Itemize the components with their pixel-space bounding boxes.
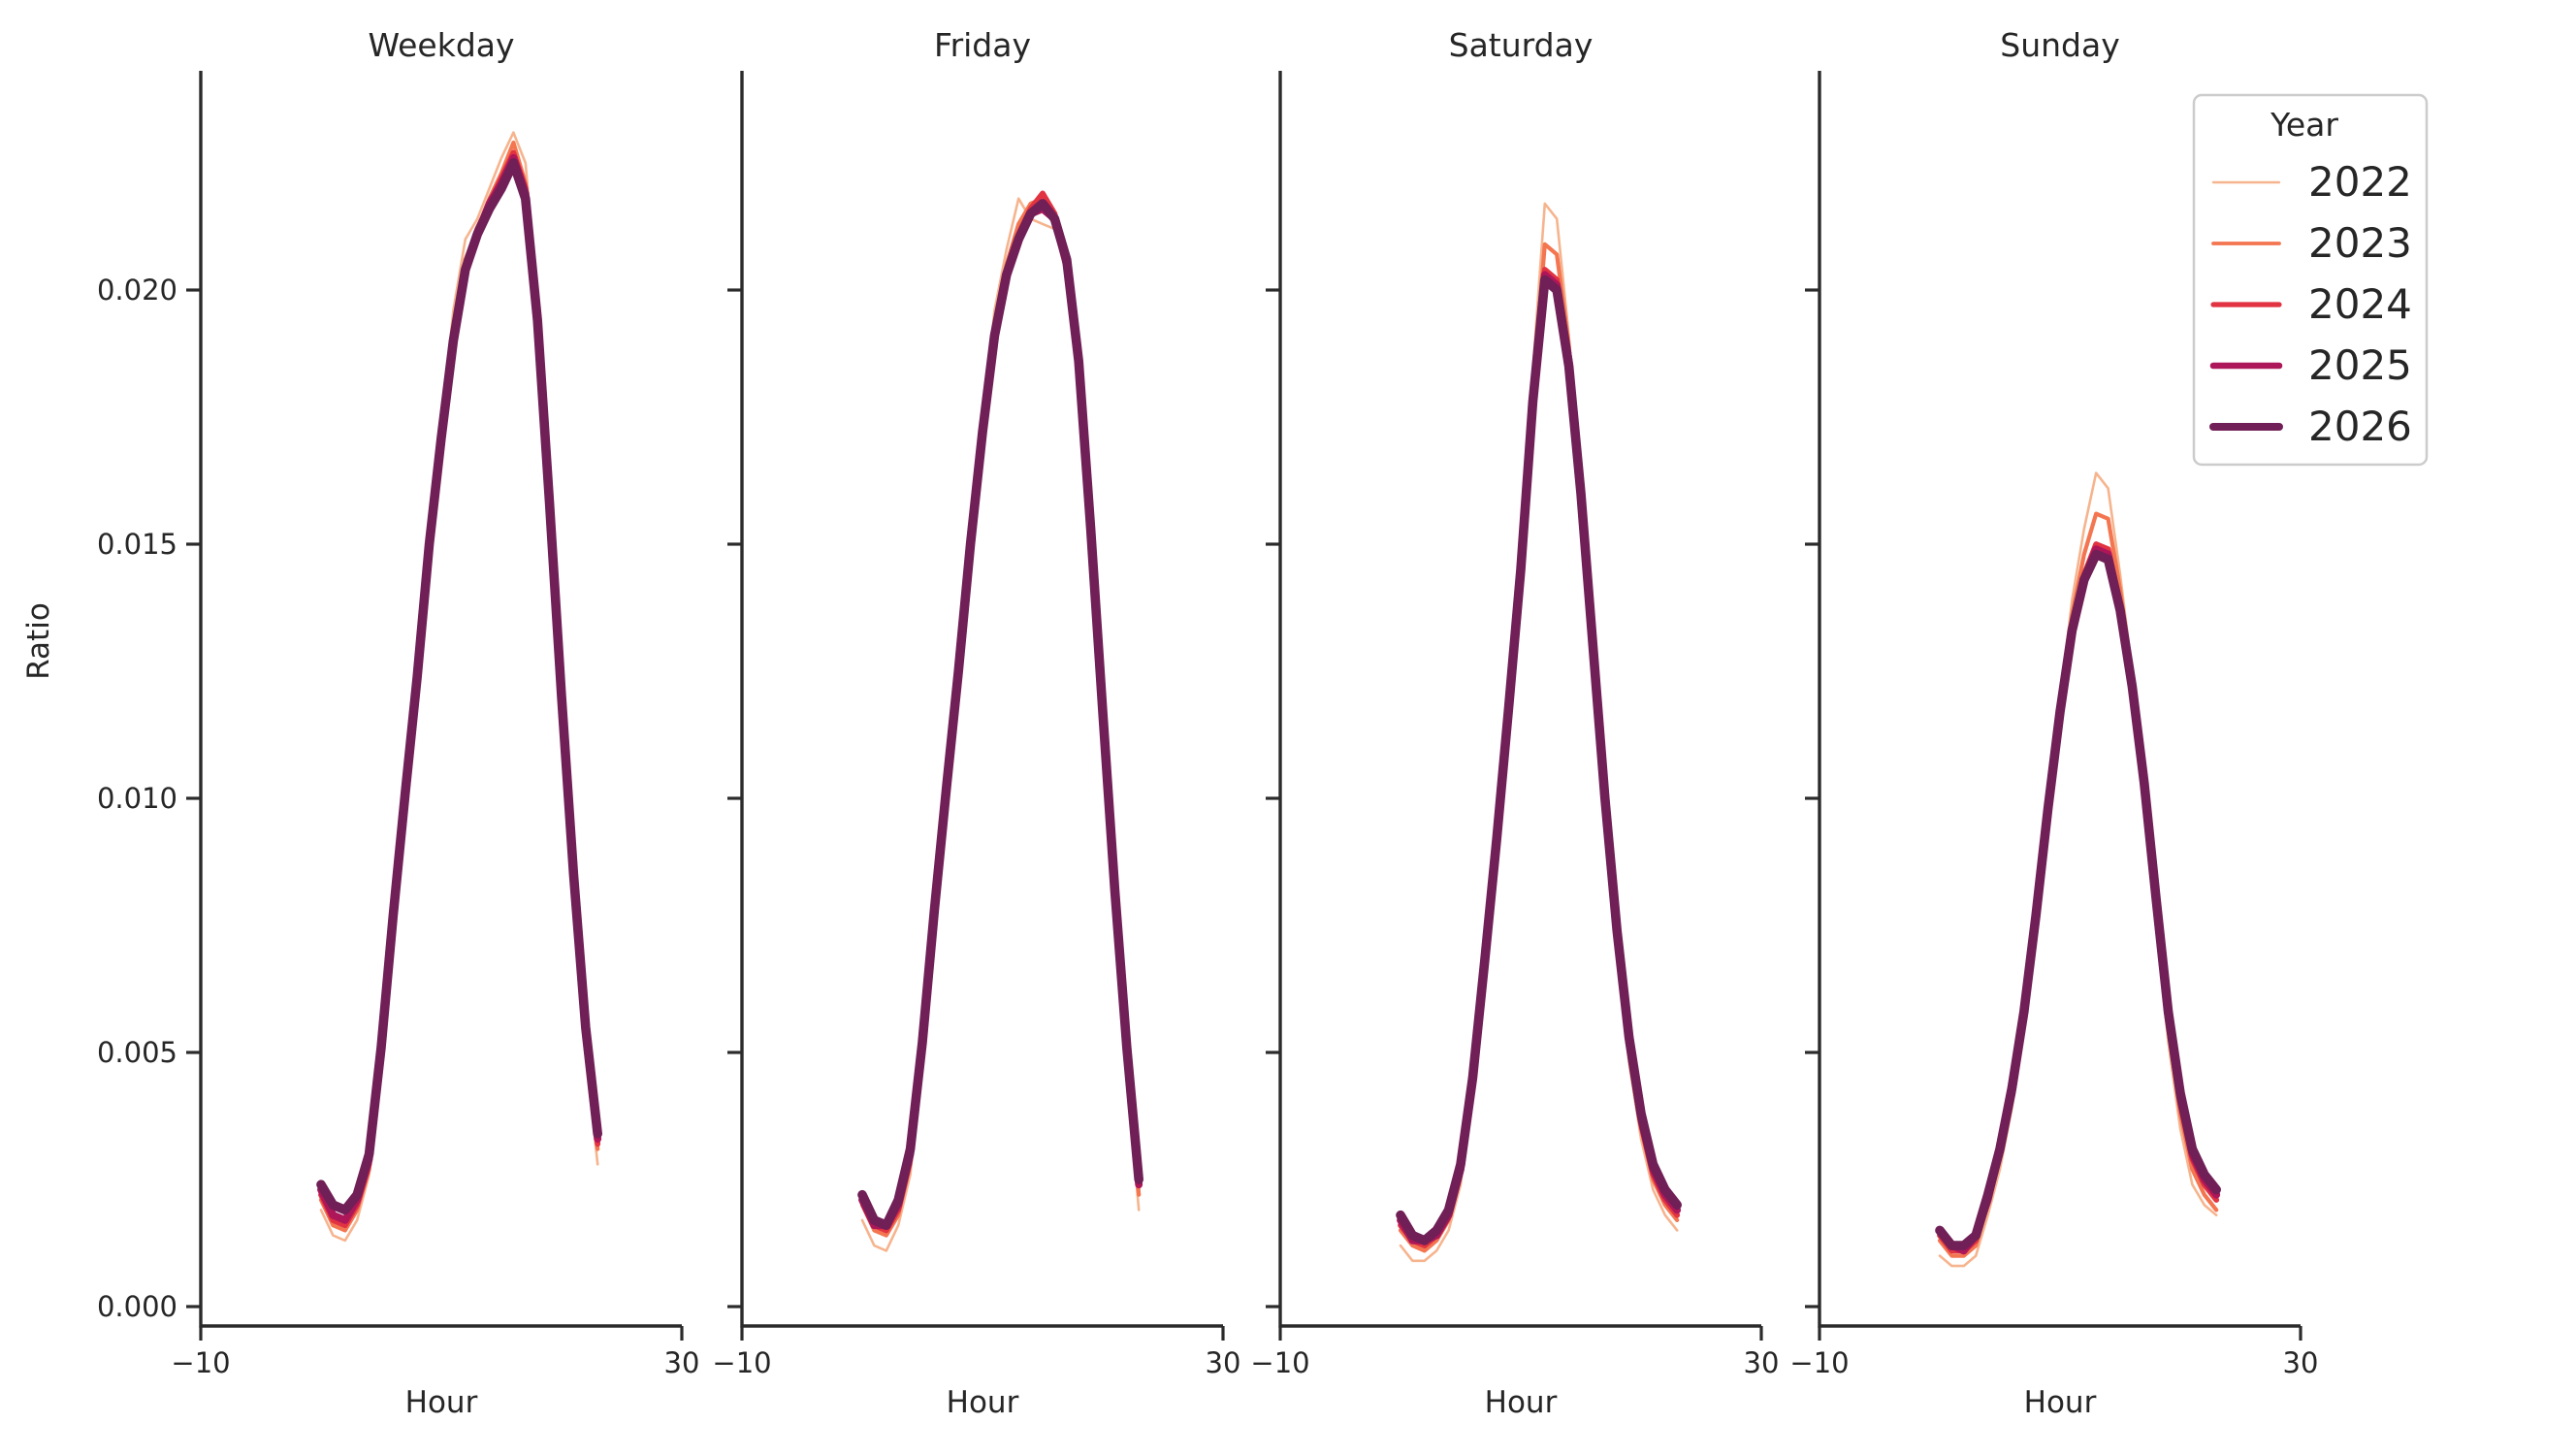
y-tick-label-0005: 0.005	[97, 1036, 177, 1069]
x-tick-label: −10	[712, 1346, 771, 1379]
y-axis-label-ratio: Ratio	[21, 602, 56, 680]
y-tick-label-0015: 0.015	[97, 528, 177, 561]
x-tick-label: −10	[1250, 1346, 1309, 1379]
legend-title: Year	[2270, 106, 2338, 144]
y-tick-label-0020: 0.020	[97, 274, 177, 307]
x-tick-label: 30	[2283, 1346, 2319, 1379]
facet-plot-1	[727, 71, 1225, 1341]
x-axis-label-hour: Hour	[947, 1385, 1019, 1420]
line-series-2026	[857, 199, 1143, 1230]
legend-label: 2025	[2308, 341, 2412, 389]
legend-frame	[2192, 93, 2429, 467]
facet-title-sunday: Sunday	[2000, 26, 2119, 64]
legend-label: 2023	[2308, 219, 2412, 267]
line-series-2023	[859, 196, 1142, 1238]
line-series-2026	[1396, 275, 1682, 1245]
x-axis-label-hour: Hour	[2024, 1385, 2097, 1420]
x-axis-label-hour: Hour	[1485, 1385, 1558, 1420]
facet-plot-3	[1805, 71, 2302, 1341]
legend-label: 2022	[2308, 158, 2412, 206]
line-series-2026	[1935, 549, 2221, 1250]
facet-plot-2	[1266, 71, 1763, 1341]
x-tick-label: 30	[664, 1346, 700, 1379]
x-tick-label: 30	[1744, 1346, 1780, 1379]
legend-label: 2026	[2308, 403, 2412, 450]
y-tick-label-0000: 0.000	[97, 1290, 177, 1323]
facet-title-friday: Friday	[934, 26, 1031, 64]
x-axis-label-hour: Hour	[405, 1385, 478, 1420]
line-series-2022	[860, 197, 1141, 1252]
line-series-2025	[858, 205, 1143, 1230]
line-series-2024	[859, 190, 1143, 1234]
x-tick-label: −10	[1789, 1346, 1849, 1379]
legend: Year 2022 2023 2024 2025 2026	[2192, 93, 2429, 467]
facet-title-saturday: Saturday	[1449, 26, 1594, 64]
line-series-2026	[316, 158, 603, 1215]
legend-label: 2024	[2308, 280, 2412, 328]
x-tick-label: 30	[1206, 1346, 1241, 1379]
facet-plot-0	[186, 71, 684, 1341]
line-series-2024	[1937, 541, 2220, 1254]
x-tick-label: −10	[171, 1346, 230, 1379]
line-series-2025	[1936, 545, 2221, 1255]
facet-title-weekday: Weekday	[368, 26, 514, 64]
y-tick-label-0010: 0.010	[97, 782, 177, 815]
